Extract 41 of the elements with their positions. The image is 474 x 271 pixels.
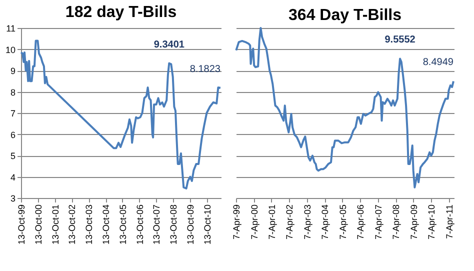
x-tick-label: 7-Apr-99 <box>232 204 242 240</box>
x-tick-label: 13-Oct-07 <box>152 204 162 245</box>
y-tick-label: 3 <box>10 194 16 204</box>
x-tick-label: 13-Oct-01 <box>50 204 60 245</box>
annotation: 9.5552 <box>384 34 416 46</box>
x-tick-label: 13-Oct-04 <box>101 204 112 245</box>
annotation: 8.1823 <box>190 64 221 75</box>
x-tick-label: 13-Oct-08 <box>168 204 179 245</box>
x-tick-label: 7-Apr-11 <box>444 204 454 239</box>
annotation: 8.4949 <box>422 57 454 68</box>
y-tick-label: 7 <box>10 108 16 118</box>
x-tick-label: 13-Oct-05 <box>118 204 128 245</box>
x-tick-label: 7-Apr-06 <box>356 204 366 240</box>
x-tick-label: 7-Apr-02 <box>284 204 295 240</box>
x-tick-label: 13-Oct-03 <box>84 204 94 245</box>
x-tick-label: 13-Oct-10 <box>202 204 212 245</box>
y-tick-label: 9 <box>10 66 16 76</box>
x-tick-label: 13-Oct-09 <box>185 204 196 245</box>
x-tick-label: 7-Apr-00 <box>249 204 260 240</box>
y-tick-label: 10 <box>5 44 16 55</box>
y-tick-label: 8 <box>10 87 16 98</box>
y-tick-label: 5 <box>10 151 16 161</box>
x-tick-label: 7-Apr-08 <box>391 204 402 240</box>
x-tick-label: 7-Apr-10 <box>426 204 437 240</box>
x-tick-label: 7-Apr-01 <box>266 204 277 240</box>
y-tick-label: 6 <box>10 130 16 140</box>
x-tick-label: 7-Apr-07 <box>373 204 384 240</box>
line-series <box>20 40 222 190</box>
x-tick-label: 13-Oct-00 <box>33 204 44 245</box>
x-tick-label: 7-Apr-05 <box>338 204 348 240</box>
x-tick-label: 13-Oct-06 <box>134 204 145 245</box>
x-tick-label: 13-Oct-02 <box>67 204 78 245</box>
x-tick-label: 13-Oct-99 <box>16 204 26 245</box>
y-tick-label: 4 <box>10 172 16 182</box>
x-tick-label: 7-Apr-09 <box>408 204 419 240</box>
x-tick-label: 7-Apr-03 <box>302 204 312 240</box>
annotation: 9.3401 <box>154 39 185 50</box>
chart-title: 364 Day T-Bills <box>288 7 402 24</box>
y-tick-label: 11 <box>6 24 16 34</box>
x-tick-label: 7-Apr-04 <box>320 204 330 240</box>
chart-title: 182 day T-Bills <box>65 4 177 21</box>
